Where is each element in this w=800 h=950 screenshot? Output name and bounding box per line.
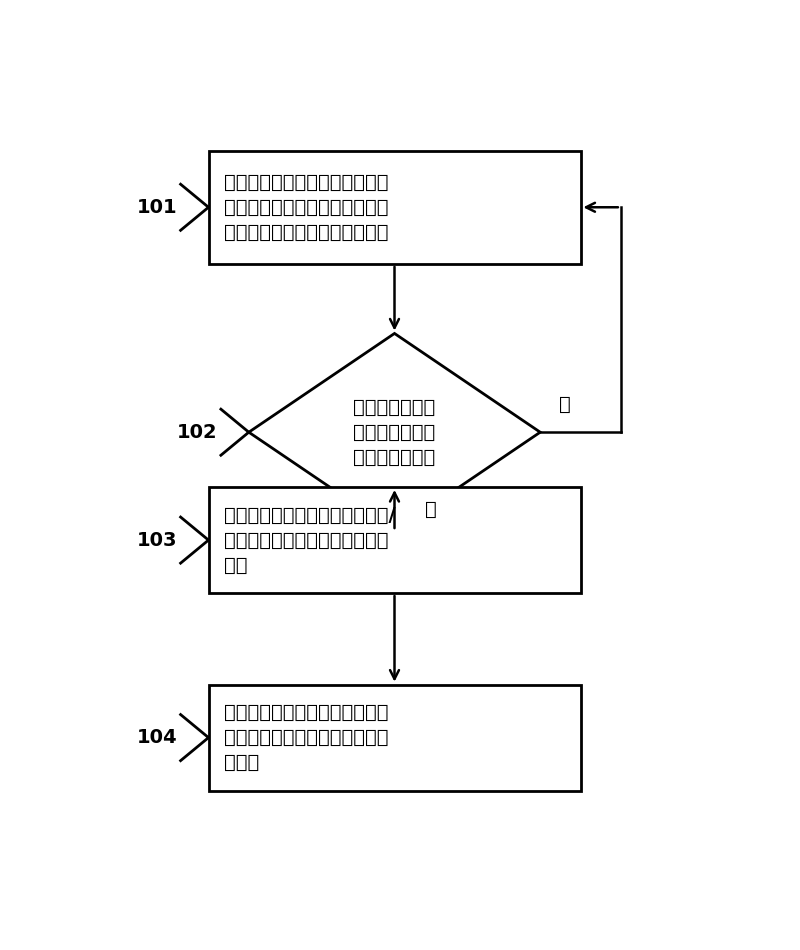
Text: 否: 否 <box>558 395 570 414</box>
Text: 所述服务小区的
负载量是否大于
一个负载门限值: 所述服务小区的 负载量是否大于 一个负载门限值 <box>354 398 436 466</box>
Text: 102: 102 <box>177 423 218 442</box>
Text: 当一个用户终端请求接入无线通
信网络和建立通信业务时，检测
该用户终端的服务小区的负载量: 当一个用户终端请求接入无线通 信网络和建立通信业务时，检测 该用户终端的服务小区… <box>224 173 389 241</box>
Text: 是: 是 <box>426 500 438 519</box>
Text: 101: 101 <box>137 198 178 217</box>
Text: 104: 104 <box>137 728 178 747</box>
Bar <box>209 487 581 593</box>
Bar <box>209 685 581 790</box>
Bar <box>209 150 581 264</box>
Text: 通过所述的目标小区，使得所述
用户终端接入无线通信网络和建
立业务: 通过所述的目标小区，使得所述 用户终端接入无线通信网络和建 立业务 <box>224 703 389 772</box>
Text: 103: 103 <box>137 531 178 550</box>
Polygon shape <box>249 333 540 531</box>
Text: 在与所述服务小区具有同覆盖和/
或重覆盖的小区中选择一个目标
小区: 在与所述服务小区具有同覆盖和/ 或重覆盖的小区中选择一个目标 小区 <box>224 505 396 575</box>
